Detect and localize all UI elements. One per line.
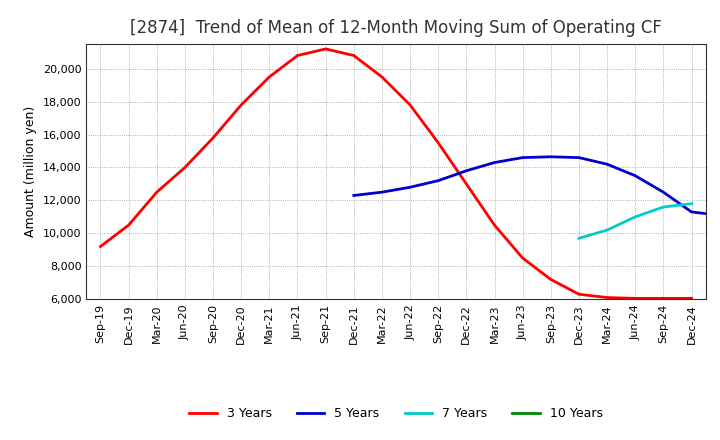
5 Years bbox=[349, 193, 358, 198]
5 Years bbox=[687, 209, 696, 215]
7 Years bbox=[687, 201, 696, 206]
Title: [2874]  Trend of Mean of 12-Month Moving Sum of Operating CF: [2874] Trend of Mean of 12-Month Moving … bbox=[130, 19, 662, 37]
3 Years bbox=[518, 255, 527, 260]
5 Years bbox=[603, 161, 611, 167]
7 Years bbox=[659, 204, 667, 209]
5 Years bbox=[434, 178, 443, 183]
5 Years bbox=[631, 173, 639, 178]
Line: 3 Years: 3 Years bbox=[101, 49, 691, 298]
5 Years bbox=[490, 160, 499, 165]
5 Years bbox=[518, 155, 527, 160]
5 Years bbox=[462, 168, 471, 173]
5 Years bbox=[575, 155, 583, 160]
3 Years bbox=[490, 223, 499, 228]
5 Years bbox=[377, 190, 386, 195]
3 Years bbox=[96, 244, 105, 249]
3 Years bbox=[181, 165, 189, 170]
3 Years bbox=[125, 223, 133, 228]
Legend: 3 Years, 5 Years, 7 Years, 10 Years: 3 Years, 5 Years, 7 Years, 10 Years bbox=[184, 403, 608, 425]
5 Years bbox=[546, 154, 555, 159]
3 Years bbox=[406, 102, 415, 107]
3 Years bbox=[349, 53, 358, 58]
3 Years bbox=[631, 296, 639, 301]
3 Years bbox=[293, 53, 302, 58]
3 Years bbox=[377, 74, 386, 80]
5 Years bbox=[716, 213, 720, 218]
3 Years bbox=[546, 277, 555, 282]
7 Years bbox=[603, 227, 611, 233]
5 Years bbox=[406, 185, 415, 190]
3 Years bbox=[603, 295, 611, 300]
Y-axis label: Amount (million yen): Amount (million yen) bbox=[24, 106, 37, 237]
3 Years bbox=[434, 140, 443, 146]
7 Years bbox=[631, 214, 639, 220]
3 Years bbox=[659, 296, 667, 301]
5 Years bbox=[659, 190, 667, 195]
3 Years bbox=[462, 181, 471, 187]
3 Years bbox=[237, 102, 246, 107]
3 Years bbox=[209, 135, 217, 140]
3 Years bbox=[575, 292, 583, 297]
Line: 5 Years: 5 Years bbox=[354, 157, 720, 215]
3 Years bbox=[687, 296, 696, 301]
3 Years bbox=[265, 74, 274, 80]
3 Years bbox=[321, 46, 330, 51]
Line: 7 Years: 7 Years bbox=[579, 204, 691, 238]
7 Years bbox=[575, 236, 583, 241]
3 Years bbox=[153, 190, 161, 195]
